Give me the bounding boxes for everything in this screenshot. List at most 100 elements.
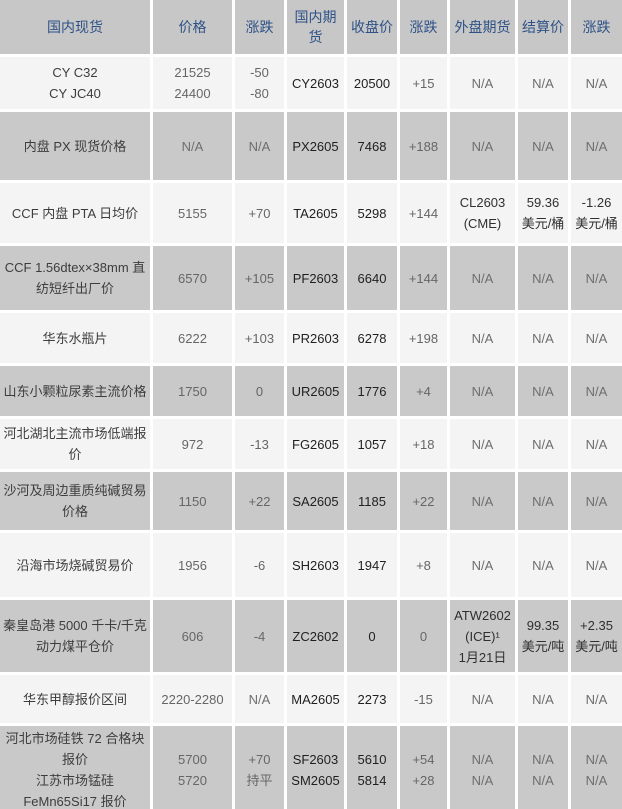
cell-spot-change: +103: [235, 313, 284, 363]
cell-settlement-price: N/A N/A: [518, 726, 568, 809]
cell-close-price: 5298: [347, 183, 397, 243]
cell-external-futures: N/A: [450, 246, 515, 310]
cell-spot-change: N/A: [235, 112, 284, 180]
cell-external-futures: N/A: [450, 313, 515, 363]
cell-price: 1150: [153, 472, 232, 530]
col-header-price: 价格: [153, 0, 232, 54]
cell-external-futures: N/A: [450, 419, 515, 469]
cell-close-price: 20500: [347, 57, 397, 109]
cell-domestic-futures: PF2603: [287, 246, 344, 310]
cell-external-change: N/A: [571, 313, 622, 363]
cell-close-price: 5610 5814: [347, 726, 397, 809]
cell-external-change: N/A: [571, 472, 622, 530]
cell-close-price: 1776: [347, 366, 397, 416]
table-row: CY C32 CY JC40 21525 24400 -50 -80 CY2603 20…: [0, 57, 622, 109]
col-header-domestic-futures: 国内期货: [287, 0, 344, 54]
cell-external-futures: N/A: [450, 112, 515, 180]
cell-domestic-spot: CCF 内盘 PTA 日均价: [0, 183, 150, 243]
cell-external-change: N/A: [571, 57, 622, 109]
cell-domestic-spot: 山东小颗粒尿素主流价格: [0, 366, 150, 416]
cell-domestic-futures: ZC2602: [287, 600, 344, 672]
cell-close-price: 0: [347, 600, 397, 672]
cell-close-price: 6640: [347, 246, 397, 310]
cell-spot-change: +70: [235, 183, 284, 243]
cell-price: N/A: [153, 112, 232, 180]
cell-external-change: N/A: [571, 112, 622, 180]
cell-settlement-price: N/A: [518, 533, 568, 597]
cell-settlement-price: N/A: [518, 313, 568, 363]
cell-price: 5700 5720: [153, 726, 232, 809]
cell-external-futures: N/A: [450, 57, 515, 109]
cell-settlement-price: N/A: [518, 472, 568, 530]
cell-spot-change: -4: [235, 600, 284, 672]
cell-price: 1750: [153, 366, 232, 416]
cell-external-change: -1.26 美元/桶: [571, 183, 622, 243]
cell-domestic-spot: 秦皇岛港 5000 千卡/千克动力煤平仓价: [0, 600, 150, 672]
table-row: 秦皇岛港 5000 千卡/千克动力煤平仓价 606 -4 ZC2602 0 0 ATW260…: [0, 600, 622, 672]
cell-spot-change: N/A: [235, 675, 284, 723]
cell-external-change: N/A: [571, 246, 622, 310]
cell-futures-change: +15: [400, 57, 447, 109]
cell-close-price: 2273: [347, 675, 397, 723]
cell-price: 1956: [153, 533, 232, 597]
cell-domestic-spot: 内盘 PX 现货价格: [0, 112, 150, 180]
cell-domestic-futures: PX2605: [287, 112, 344, 180]
cell-domestic-spot: 沙河及周边重质纯碱贸易价格: [0, 472, 150, 530]
cell-settlement-price: N/A: [518, 246, 568, 310]
col-header-external-futures: 外盘期货: [450, 0, 515, 54]
table-row: CCF 内盘 PTA 日均价 5155 +70 TA2605 5298 +144 CL260…: [0, 183, 622, 243]
table-body: CY C32 CY JC40 21525 24400 -50 -80 CY2603 20…: [0, 57, 622, 809]
table-row: 河北市场硅铁 72 合格块报价 江苏市场锰硅 FeMn65Si17 报价 5700…: [0, 726, 622, 809]
cell-futures-change: +4: [400, 366, 447, 416]
header-row: 国内现货 价格 涨跌 国内期货 收盘价 涨跌 外盘期货 结算价 涨跌: [0, 0, 622, 54]
cell-spot-change: +70 持平: [235, 726, 284, 809]
cell-spot-change: +22: [235, 472, 284, 530]
cell-domestic-futures: SF2603 SM2605: [287, 726, 344, 809]
cell-settlement-price: N/A: [518, 675, 568, 723]
table-row: 山东小颗粒尿素主流价格 1750 0 UR2605 1776 +4 N/A N/A N/A: [0, 366, 622, 416]
col-header-futures-change: 涨跌: [400, 0, 447, 54]
cell-domestic-futures: MA2605: [287, 675, 344, 723]
col-header-spot-change: 涨跌: [235, 0, 284, 54]
cell-domestic-futures: PR2603: [287, 313, 344, 363]
cell-settlement-price: N/A: [518, 419, 568, 469]
cell-settlement-price: N/A: [518, 112, 568, 180]
cell-price: 972: [153, 419, 232, 469]
cell-domestic-spot: CY C32 CY JC40: [0, 57, 150, 109]
cell-futures-change: +144: [400, 246, 447, 310]
table-row: 河北湖北主流市场低端报价 972 -13 FG2605 1057 +18 N/A N/A N/A: [0, 419, 622, 469]
cell-price: 606: [153, 600, 232, 672]
cell-close-price: 1057: [347, 419, 397, 469]
cell-price: 2220-2280: [153, 675, 232, 723]
cell-futures-change: 0: [400, 600, 447, 672]
table-row: CCF 1.56dtex×38mm 直纺短纤出厂价 6570 +105 PF2603 6…: [0, 246, 622, 310]
cell-price: 6222: [153, 313, 232, 363]
cell-close-price: 1947: [347, 533, 397, 597]
cell-spot-change: -13: [235, 419, 284, 469]
cell-futures-change: +198: [400, 313, 447, 363]
cell-external-change: N/A N/A: [571, 726, 622, 809]
cell-domestic-futures: TA2605: [287, 183, 344, 243]
cell-domestic-spot: 华东水瓶片: [0, 313, 150, 363]
cell-external-futures: N/A: [450, 675, 515, 723]
col-header-domestic-spot: 国内现货: [0, 0, 150, 54]
cell-spot-change: +105: [235, 246, 284, 310]
cell-futures-change: +18: [400, 419, 447, 469]
cell-domestic-spot: CCF 1.56dtex×38mm 直纺短纤出厂价: [0, 246, 150, 310]
cell-close-price: 6278: [347, 313, 397, 363]
cell-external-change: N/A: [571, 533, 622, 597]
cell-external-futures: ATW2602 (ICE)¹ 1月21日: [450, 600, 515, 672]
cell-price: 5155: [153, 183, 232, 243]
cell-close-price: 7468: [347, 112, 397, 180]
table-row: 沙河及周边重质纯碱贸易价格 1150 +22 SA2605 1185 +22 N/A N/A N…: [0, 472, 622, 530]
cell-futures-change: +188: [400, 112, 447, 180]
cell-external-futures: N/A N/A: [450, 726, 515, 809]
cell-settlement-price: N/A: [518, 366, 568, 416]
table-row: 华东甲醇报价区间 2220-2280 N/A MA2605 2273 -15 N/A N/A N…: [0, 675, 622, 723]
cell-settlement-price: 59.36 美元/桶: [518, 183, 568, 243]
cell-spot-change: -50 -80: [235, 57, 284, 109]
cell-futures-change: -15: [400, 675, 447, 723]
cell-external-futures: N/A: [450, 472, 515, 530]
